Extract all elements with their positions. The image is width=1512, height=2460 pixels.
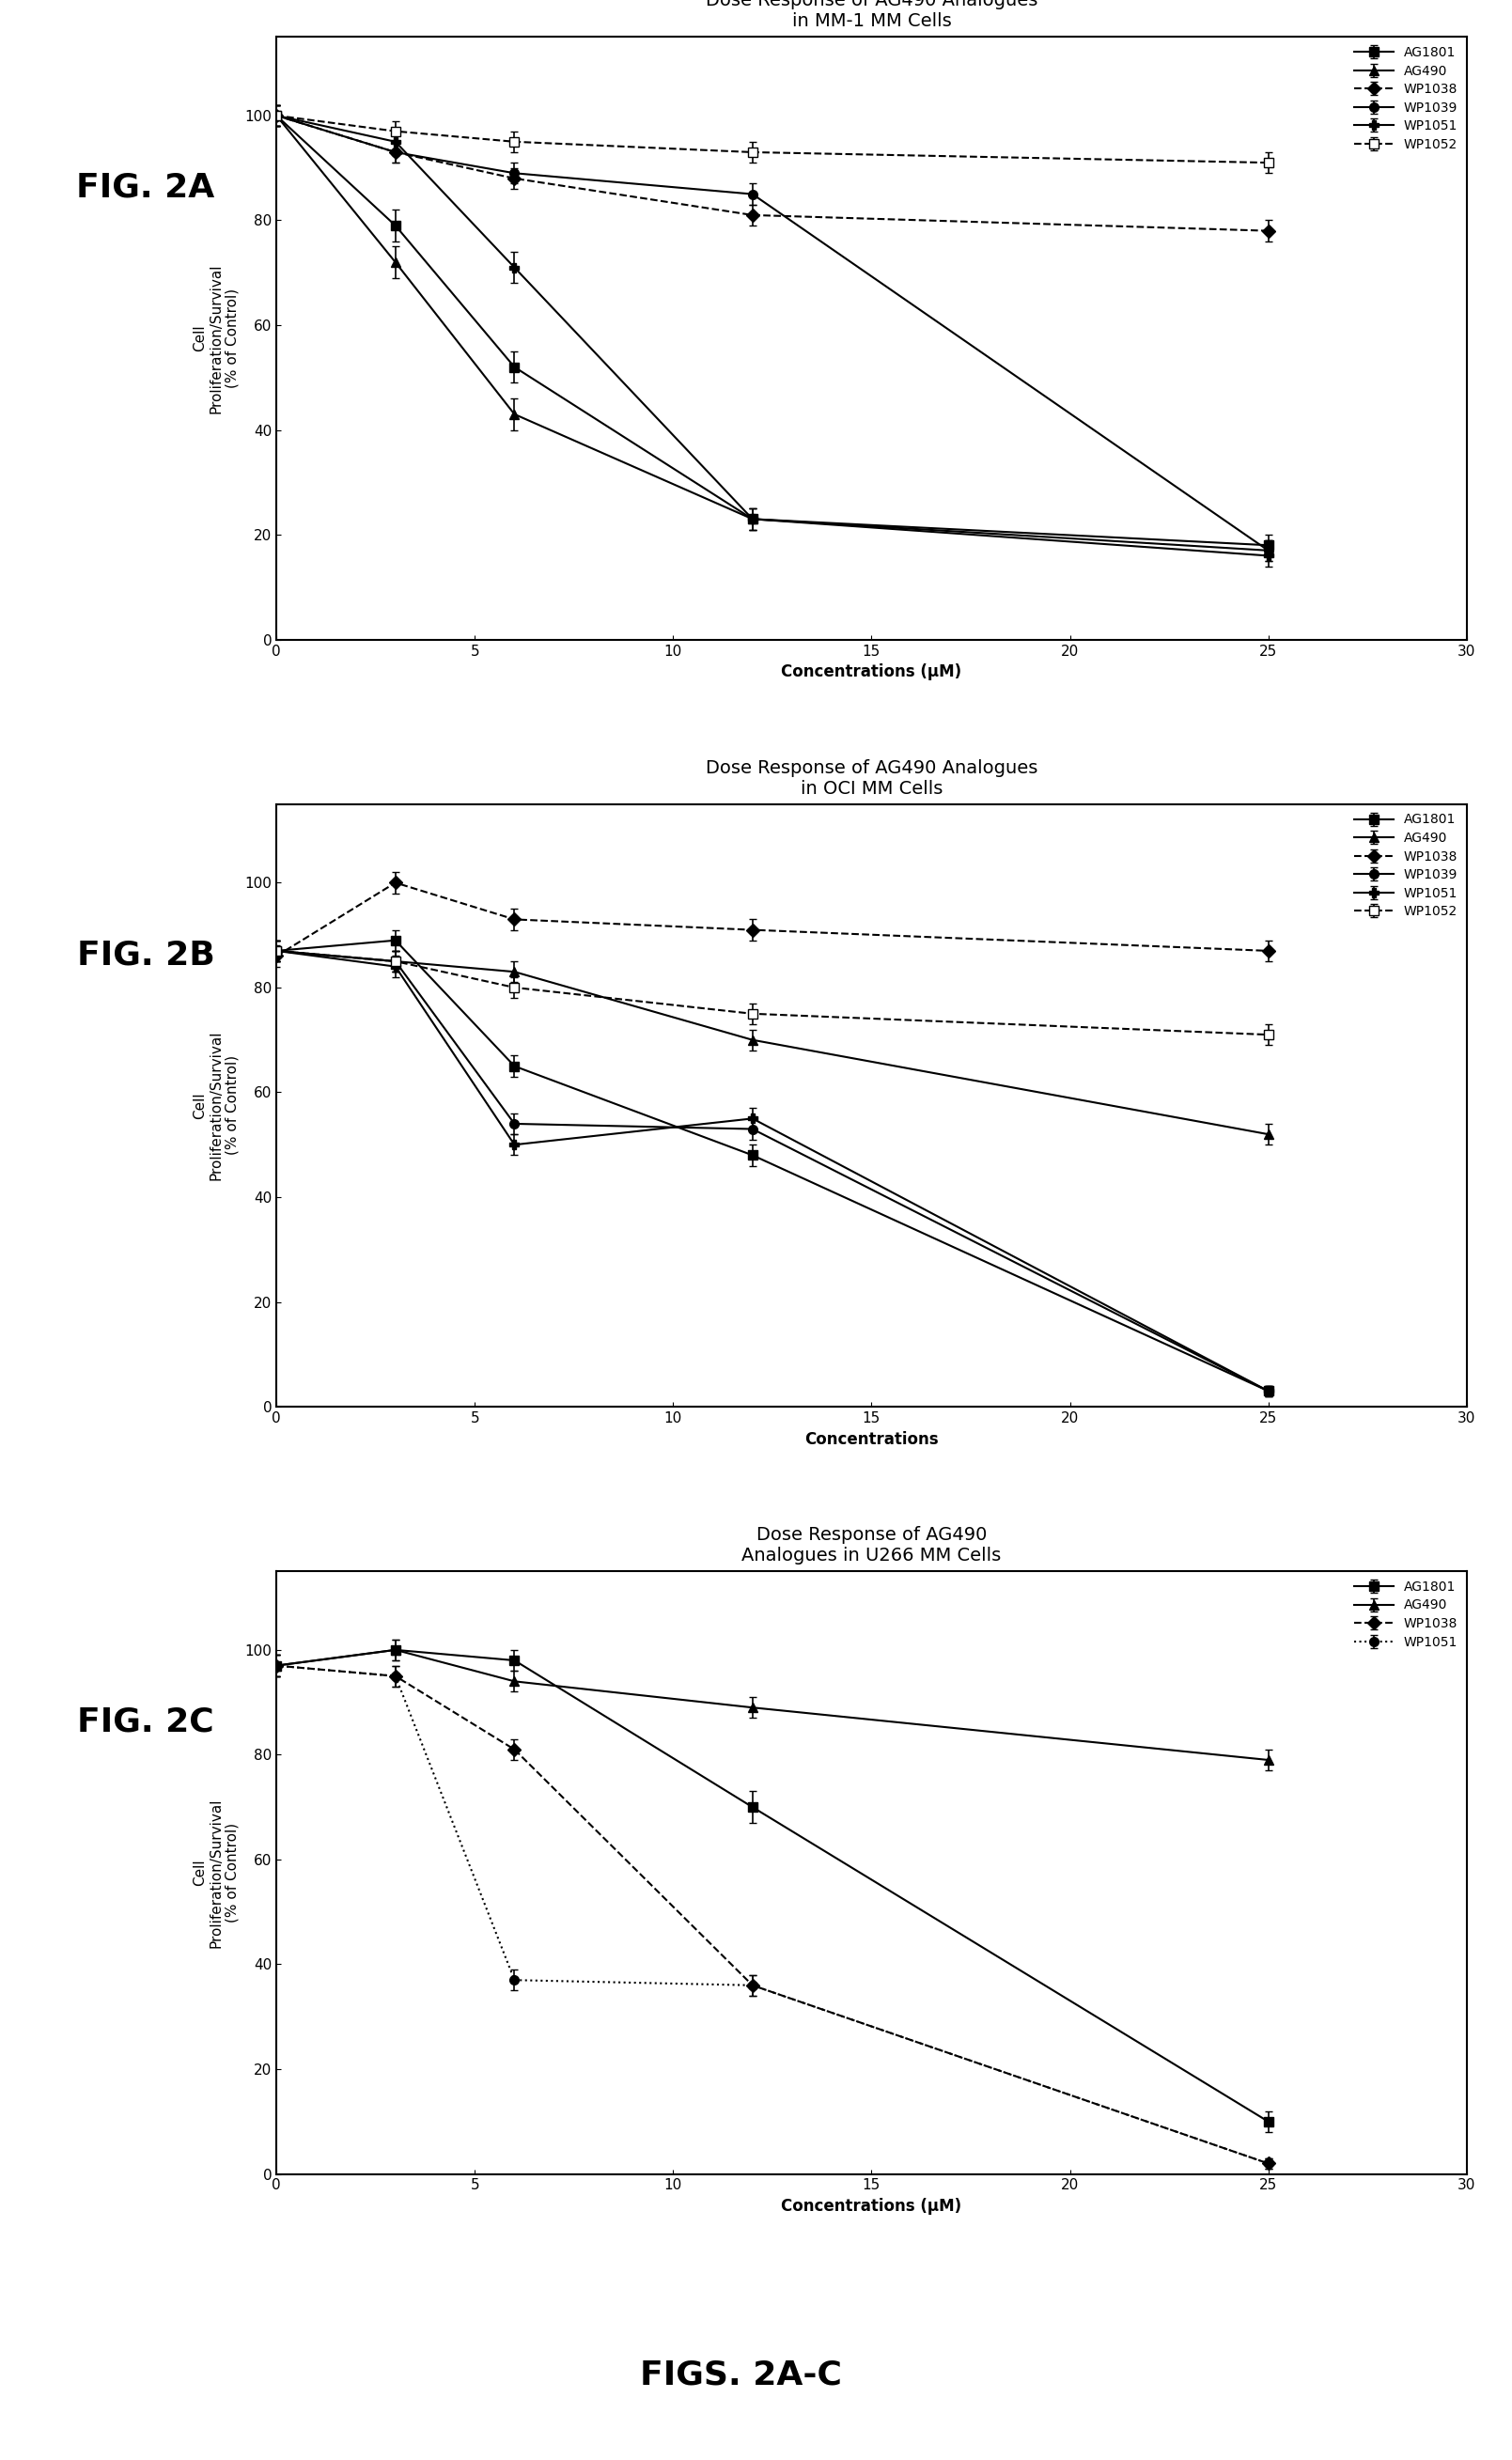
Title: Dose Response of AG490 Analogues
in MM-1 MM Cells: Dose Response of AG490 Analogues in MM-1… (706, 0, 1037, 30)
Title: Dose Response of AG490 Analogues
in OCI MM Cells: Dose Response of AG490 Analogues in OCI … (706, 758, 1037, 797)
Text: FIG. 2C: FIG. 2C (77, 1705, 215, 1737)
Text: FIG. 2A: FIG. 2A (77, 172, 215, 204)
X-axis label: Concentrations (μM): Concentrations (μM) (782, 2197, 962, 2214)
Text: FIG. 2B: FIG. 2B (77, 940, 215, 972)
Legend: AG1801, AG490, WP1038, WP1039, WP1051, WP1052: AG1801, AG490, WP1038, WP1039, WP1051, W… (1349, 807, 1462, 922)
X-axis label: Concentrations (μM): Concentrations (μM) (782, 664, 962, 681)
Title: Dose Response of AG490
Analogues in U266 MM Cells: Dose Response of AG490 Analogues in U266… (742, 1525, 1001, 1565)
Legend: AG1801, AG490, WP1038, WP1039, WP1051, WP1052: AG1801, AG490, WP1038, WP1039, WP1051, W… (1349, 42, 1462, 157)
Y-axis label: Cell
Proliferation/Survival
(% of Control): Cell Proliferation/Survival (% of Contro… (192, 1798, 239, 1948)
Y-axis label: Cell
Proliferation/Survival
(% of Control): Cell Proliferation/Survival (% of Contro… (192, 263, 239, 413)
Legend: AG1801, AG490, WP1038, WP1051: AG1801, AG490, WP1038, WP1051 (1349, 1574, 1462, 1653)
X-axis label: Concentrations: Concentrations (804, 1432, 939, 1446)
Text: FIGS. 2A-C: FIGS. 2A-C (640, 2359, 842, 2391)
Y-axis label: Cell
Proliferation/Survival
(% of Control): Cell Proliferation/Survival (% of Contro… (192, 1031, 239, 1181)
